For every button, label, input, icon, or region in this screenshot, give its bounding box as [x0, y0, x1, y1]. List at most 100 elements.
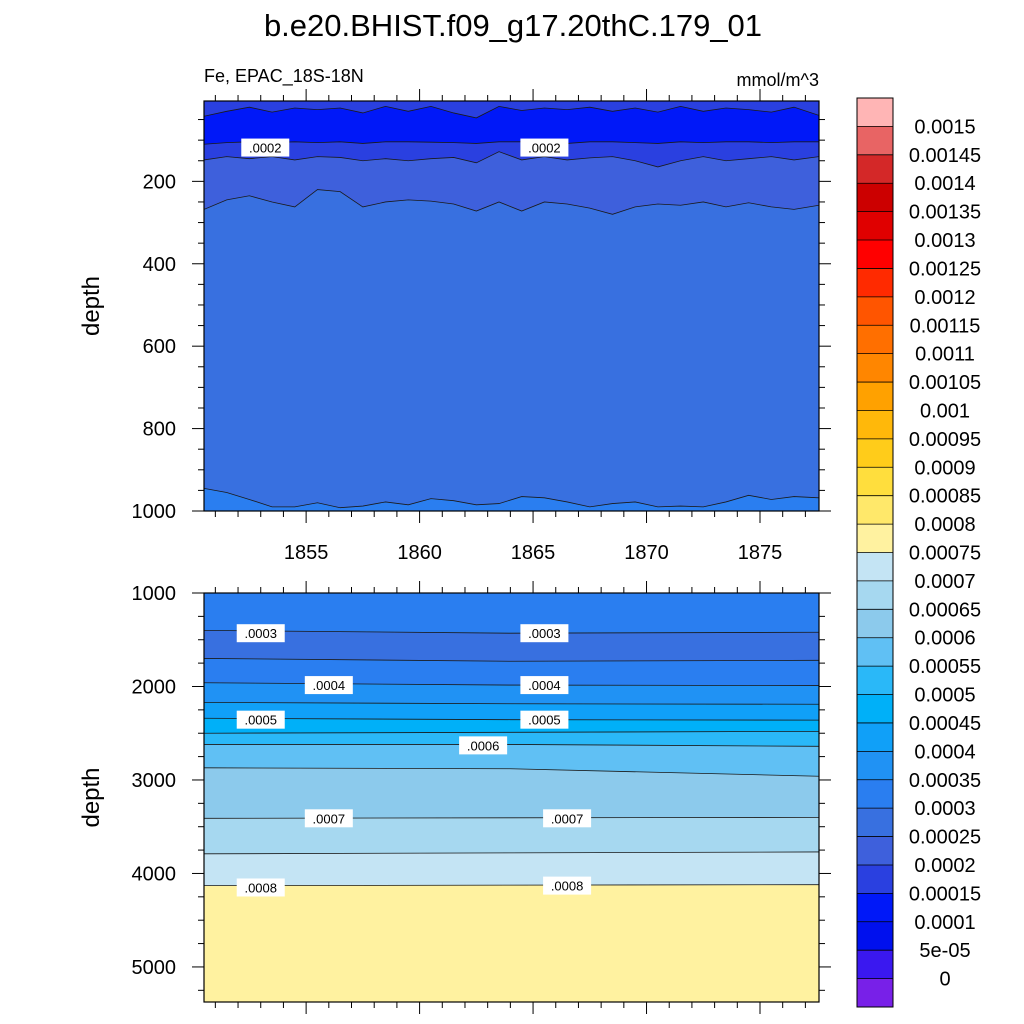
colorbar-tick-label: 0.0007	[914, 571, 975, 593]
colorbar-swatch	[857, 978, 893, 1008]
contour-line	[204, 189, 819, 215]
contour-line	[204, 730, 819, 734]
colorbar-tick-label: 0.00135	[909, 202, 981, 224]
y-tick-label: 600	[143, 336, 176, 358]
y-tick-label: 200	[143, 171, 176, 193]
y-axis-label: depth	[78, 767, 105, 827]
upper-panel: .0002 .0002 200 400 600 800 1000 1855 1860 1865 18…	[78, 89, 831, 564]
contour-label-box	[304, 809, 353, 828]
colorbar-swatch	[857, 751, 893, 781]
contour-label-box	[236, 710, 285, 729]
colorbar-swatch	[857, 495, 893, 525]
colorbar-swatch	[857, 268, 893, 298]
y-tick-label: 5000	[132, 957, 177, 979]
plot-frame	[203, 100, 820, 512]
contour-label-box	[241, 138, 290, 157]
y-tick-label: 2000	[132, 676, 177, 698]
colorbar-tick-label: 0.00085	[909, 486, 981, 508]
colorbar-swatch	[857, 950, 893, 979]
colorbar-tick-label: 0.0006	[914, 628, 975, 650]
colorbar-swatch	[857, 580, 893, 610]
colorbar-tick-label: 0.00095	[909, 429, 981, 451]
x-tick-label: 1865	[511, 542, 556, 564]
left-subtitle: Fe, EPAC_18S-18N	[204, 66, 364, 87]
colorbar-swatch	[857, 467, 893, 496]
colorbar-swatch	[857, 552, 893, 582]
colorbar-swatch	[857, 382, 893, 411]
colorbar-swatch	[857, 126, 893, 156]
colorbar-tick-label: 0.0002	[914, 855, 975, 877]
y-tick-label: 1000	[132, 501, 177, 523]
colorbar-tick-label: 0.0008	[914, 514, 975, 536]
colorbar-swatch	[857, 325, 893, 354]
contour-label-box	[520, 676, 569, 695]
colorbar-swatch	[857, 779, 893, 809]
contour-label: .0006	[467, 738, 500, 753]
contour-line	[204, 141, 819, 145]
contour-label: .0005	[528, 713, 561, 728]
colorbar-swatch	[857, 154, 893, 184]
colorbar-tick-label: 0.00045	[909, 713, 981, 735]
lower-panel: .0003 .0003 .0004 .0004 .0005 .0005 .0006 .0007…	[78, 581, 831, 1014]
colorbar-frame	[856, 97, 894, 1008]
contour-line	[204, 151, 819, 168]
contour-band	[204, 189, 819, 511]
colorbar-swatch	[857, 808, 893, 837]
colorbar-swatch	[857, 353, 893, 383]
colorbar-swatch	[857, 410, 893, 440]
contour-label-box	[520, 624, 569, 643]
y-tick-label: 800	[143, 419, 176, 441]
contour-label-box	[459, 736, 508, 755]
contour-label-box	[520, 138, 569, 157]
colorbar-tick-label: 0.0012	[914, 287, 975, 309]
colorbar-swatch	[857, 240, 893, 269]
colorbar: 0.0015 0.00145 0.0014 0.00135 0.0013 0.00125 0…	[856, 97, 981, 1008]
contour-label: .0003	[528, 626, 561, 641]
colorbar-swatch	[857, 836, 893, 866]
colorbar-swatch	[857, 722, 893, 752]
contour-label: .0004	[313, 678, 346, 693]
colorbar-swatch	[857, 211, 893, 241]
y-tick-label: 400	[143, 254, 176, 276]
colorbar-tick-label: 0.00115	[910, 315, 981, 337]
colorbar-tick-label: 0.00025	[909, 827, 981, 849]
colorbar-tick-label: 0.0003	[914, 798, 975, 820]
x-tick-label: 1855	[284, 542, 329, 564]
contour-label-box	[236, 878, 285, 897]
colorbar-swatch	[857, 524, 893, 553]
colorbar-swatch	[857, 609, 893, 639]
contour-line	[204, 658, 819, 662]
contour-label-box	[543, 809, 592, 828]
colorbar-tick-label: 0.00065	[909, 599, 981, 621]
colorbar-swatch	[857, 864, 893, 894]
contour-line	[204, 717, 819, 721]
colorbar-tick-label: 0.0005	[914, 685, 975, 707]
colorbar-swatch	[857, 637, 893, 667]
colorbar-tick-label: 0.00015	[909, 883, 981, 905]
contour-line	[204, 105, 819, 119]
colorbar-swatch	[857, 694, 893, 724]
colorbar-tick-label: 0.00125	[909, 258, 981, 280]
contour-fills	[204, 593, 819, 1002]
colorbar-tick-label: 0.00105	[909, 372, 981, 394]
contour-label: .0003	[244, 626, 277, 641]
contour-label-box	[520, 710, 569, 729]
colorbar-tick-label: 0.0009	[914, 457, 975, 479]
contour-line	[204, 487, 819, 509]
contour-line	[204, 629, 819, 634]
contour-label: .0005	[244, 713, 277, 728]
colorbar-tick-label: 0.0011	[915, 344, 975, 366]
colorbar-swatch	[857, 666, 893, 695]
colorbar-tick-label: 0.0001	[914, 912, 975, 934]
contour-label-box	[236, 624, 285, 643]
colorbar-swatch	[857, 183, 893, 212]
colorbar-swatch	[857, 438, 893, 468]
contour-band	[204, 488, 819, 511]
contour-line	[204, 701, 819, 705]
contour-line	[204, 851, 819, 855]
contour-label-box	[304, 676, 353, 695]
contour-band	[204, 884, 819, 1002]
contour-label: .0004	[528, 678, 561, 693]
contour-label: .0007	[313, 811, 346, 826]
x-tick-label: 1870	[624, 542, 669, 564]
